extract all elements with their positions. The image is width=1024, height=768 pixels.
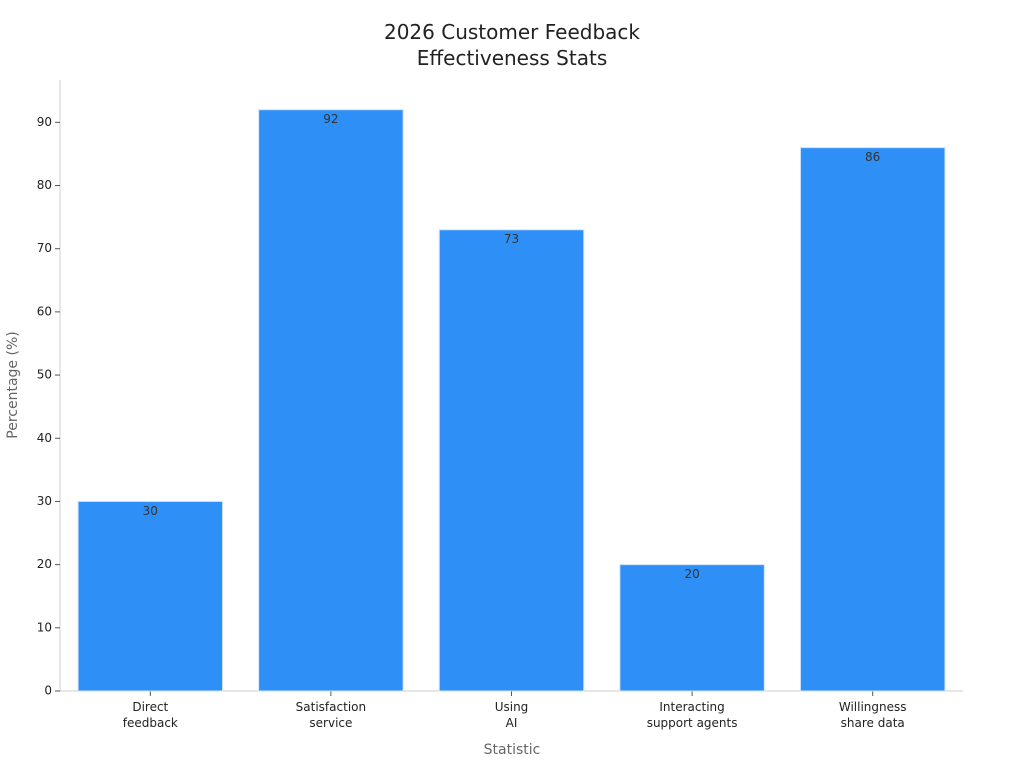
bar [619, 564, 765, 692]
y-tick-label: 20 [37, 557, 52, 571]
x-tick-label: Willingness share data [839, 700, 907, 730]
value-label: 30 [143, 504, 158, 518]
y-tick-label: 70 [37, 241, 52, 255]
value-label: 86 [865, 150, 880, 164]
bar [77, 500, 224, 692]
bar [799, 147, 946, 692]
y-tick-label: 80 [37, 178, 52, 192]
y-tick-label: 40 [37, 431, 52, 445]
y-tick-label: 0 [44, 684, 52, 698]
bar [438, 229, 585, 692]
y-tick-label: 30 [37, 494, 52, 508]
y-tick-label: 60 [37, 304, 52, 318]
y-tick-label: 90 [37, 115, 52, 129]
bar [258, 109, 404, 692]
x-tick-label: Using AI [495, 700, 529, 730]
x-tick-label: Direct feedback [123, 700, 178, 730]
y-axis-title: Percentage (%) [5, 331, 21, 438]
value-label: 92 [323, 112, 338, 126]
x-tick-label: Interacting support agents [647, 700, 738, 730]
x-tick-label: Satisfaction service [296, 700, 366, 730]
value-label: 73 [504, 232, 519, 246]
chart-title: 2026 Customer Feedback Effectiveness Stat… [384, 20, 640, 70]
y-tick-label: 50 [37, 368, 52, 382]
y-tick-label: 10 [37, 620, 52, 634]
x-axis-title: Statistic [484, 742, 541, 758]
value-label: 20 [684, 567, 699, 581]
